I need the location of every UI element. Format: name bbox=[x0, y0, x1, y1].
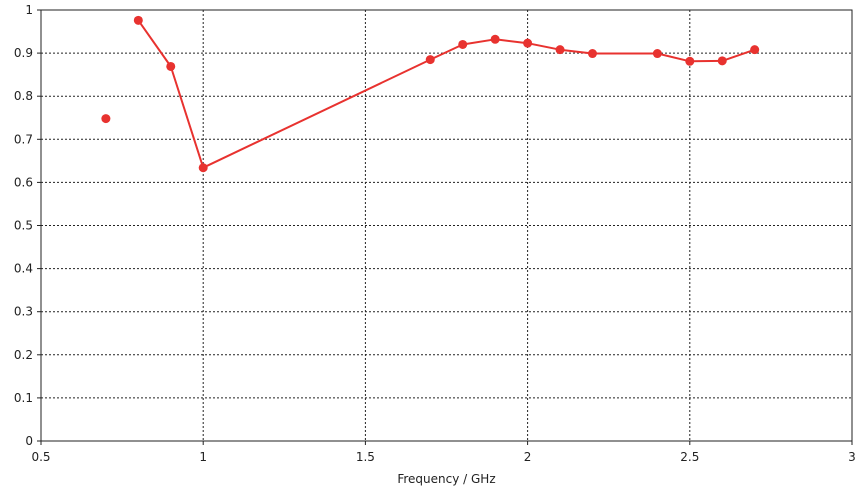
y-tick-label: 0 bbox=[25, 434, 33, 448]
y-tick-label: 0.4 bbox=[14, 262, 33, 276]
x-tick-label: 1.5 bbox=[356, 450, 375, 464]
y-tick-label: 0.1 bbox=[14, 391, 33, 405]
y-tick-label: 0.3 bbox=[14, 305, 33, 319]
y-tick-label: 0.7 bbox=[14, 132, 33, 146]
data-point bbox=[133, 15, 143, 25]
data-point bbox=[587, 49, 597, 59]
y-tick-label: 0.6 bbox=[14, 175, 33, 189]
y-tick-label: 0.5 bbox=[14, 219, 33, 233]
y-tick-label: 0.9 bbox=[14, 46, 33, 60]
y-tick-label: 1 bbox=[25, 3, 33, 17]
data-point bbox=[458, 39, 468, 49]
axes bbox=[37, 9, 853, 445]
data-point bbox=[198, 163, 208, 173]
y-tick-labels: 0 0.1 0.2 0.3 0.4 0.5 0.6 0.7 0.8 0.9 1 bbox=[14, 3, 33, 448]
data-point bbox=[555, 45, 565, 55]
data-point bbox=[523, 38, 533, 48]
data-point bbox=[750, 45, 760, 55]
x-tick-label: 1 bbox=[199, 450, 207, 464]
data-point bbox=[101, 114, 111, 124]
x-tick-label: 3 bbox=[848, 450, 856, 464]
series bbox=[101, 15, 760, 173]
data-point bbox=[490, 34, 500, 44]
x-tick-label: 0.5 bbox=[31, 450, 50, 464]
x-tick-labels: 0.5 1 1.5 2 2.5 3 bbox=[31, 450, 855, 464]
x-axis-label: Frequency / GHz bbox=[397, 472, 495, 486]
series-line bbox=[137, 19, 756, 169]
data-point bbox=[717, 56, 727, 66]
data-point bbox=[166, 61, 176, 71]
grid bbox=[41, 10, 852, 441]
x-tick-label: 2 bbox=[524, 450, 532, 464]
y-tick-label: 0.2 bbox=[14, 348, 33, 362]
x-tick-label: 2.5 bbox=[680, 450, 699, 464]
data-point bbox=[685, 56, 695, 66]
plot-frame bbox=[40, 9, 853, 442]
data-point bbox=[425, 55, 435, 65]
y-tick-label: 0.8 bbox=[14, 89, 33, 103]
data-point bbox=[652, 49, 662, 59]
